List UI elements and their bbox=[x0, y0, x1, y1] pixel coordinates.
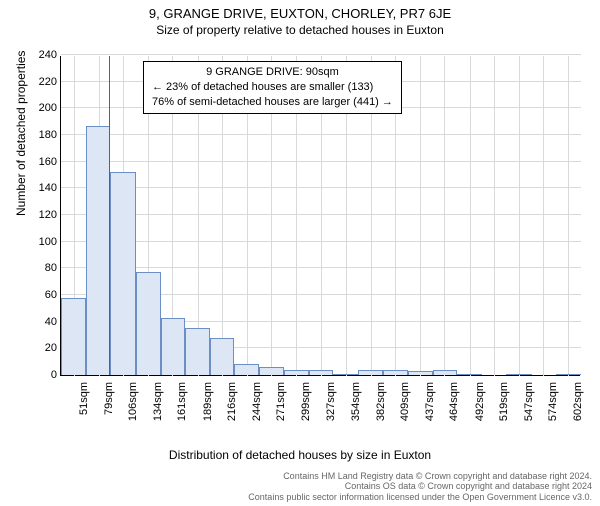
x-tick-label: 299sqm bbox=[300, 382, 312, 421]
y-tick-label: 80 bbox=[31, 262, 57, 274]
y-axis-label: Number of detached properties bbox=[14, 51, 28, 216]
info-line-3: 76% of semi-detached houses are larger (… bbox=[152, 95, 393, 110]
page-title: 9, GRANGE DRIVE, EUXTON, CHORLEY, PR7 6J… bbox=[0, 6, 600, 21]
x-tick-label: 574sqm bbox=[547, 382, 559, 421]
histogram-bar bbox=[136, 272, 161, 375]
x-axis-label: Distribution of detached houses by size … bbox=[0, 448, 600, 462]
histogram-bar bbox=[556, 374, 581, 375]
x-tick-label: 216sqm bbox=[226, 382, 238, 421]
info-line-1: 9 GRANGE DRIVE: 90sqm bbox=[152, 65, 393, 80]
x-tick-label: 271sqm bbox=[275, 382, 287, 421]
histogram-bar bbox=[86, 126, 110, 375]
info-box: 9 GRANGE DRIVE: 90sqm ← 23% of detached … bbox=[143, 61, 402, 114]
histogram-bar bbox=[506, 374, 531, 375]
y-tick-label: 180 bbox=[31, 129, 57, 141]
attribution-line-3: Contains public sector information licen… bbox=[248, 492, 592, 503]
histogram-bar bbox=[333, 374, 358, 375]
x-tick-label: 437sqm bbox=[424, 382, 436, 421]
x-tick-label: 354sqm bbox=[350, 382, 362, 421]
y-tick-label: 0 bbox=[31, 369, 57, 381]
x-tick-label: 382sqm bbox=[375, 382, 387, 421]
x-tick-label: 327sqm bbox=[325, 382, 337, 421]
x-tick-label: 189sqm bbox=[202, 382, 214, 421]
x-tick-label: 492sqm bbox=[474, 382, 486, 421]
histogram-bar bbox=[185, 328, 210, 375]
y-tick-label: 120 bbox=[31, 209, 57, 221]
histogram-bar bbox=[309, 370, 333, 375]
histogram-bar bbox=[284, 370, 309, 375]
histogram-bar bbox=[234, 364, 259, 375]
gridline-v bbox=[444, 56, 445, 376]
gridline-v bbox=[543, 56, 544, 376]
histogram-bar bbox=[110, 172, 135, 375]
y-tick-label: 220 bbox=[31, 76, 57, 88]
x-tick-label: 519sqm bbox=[498, 382, 510, 421]
histogram-bar bbox=[161, 318, 185, 375]
attribution-line-2: Contains OS data © Crown copyright and d… bbox=[248, 481, 592, 492]
x-tick-label: 106sqm bbox=[127, 382, 139, 421]
gridline-v bbox=[494, 56, 495, 376]
y-tick-label: 40 bbox=[31, 316, 57, 328]
chart-area: 02040608010012014016018020022024051sqm79… bbox=[60, 56, 580, 416]
info-line-2: ← 23% of detached houses are smaller (13… bbox=[152, 80, 393, 95]
histogram-bar bbox=[61, 298, 86, 375]
x-tick-label: 134sqm bbox=[152, 382, 164, 421]
gridline-h bbox=[61, 54, 581, 55]
histogram-bar bbox=[210, 338, 234, 375]
gridline-v bbox=[568, 56, 569, 376]
histogram-bar bbox=[383, 370, 407, 375]
x-tick-label: 161sqm bbox=[176, 382, 188, 421]
gridline-v bbox=[519, 56, 520, 376]
y-tick-label: 20 bbox=[31, 342, 57, 354]
x-tick-label: 244sqm bbox=[251, 382, 263, 421]
x-tick-label: 79sqm bbox=[103, 382, 115, 415]
y-tick-label: 200 bbox=[31, 102, 57, 114]
y-tick-label: 240 bbox=[31, 49, 57, 61]
attribution-line-1: Contains HM Land Registry data © Crown c… bbox=[248, 471, 592, 482]
plot-area: 02040608010012014016018020022024051sqm79… bbox=[60, 56, 580, 376]
gridline-v bbox=[470, 56, 471, 376]
gridline-v bbox=[420, 56, 421, 376]
page-subtitle: Size of property relative to detached ho… bbox=[0, 23, 600, 37]
x-tick-label: 51sqm bbox=[78, 382, 90, 415]
histogram-bar bbox=[259, 367, 283, 375]
histogram-bar bbox=[408, 371, 433, 375]
histogram-bar bbox=[358, 370, 383, 375]
y-tick-label: 60 bbox=[31, 289, 57, 301]
histogram-bar bbox=[433, 370, 457, 375]
y-tick-label: 100 bbox=[31, 236, 57, 248]
attribution: Contains HM Land Registry data © Crown c… bbox=[248, 471, 592, 503]
property-marker-line bbox=[109, 56, 110, 375]
y-tick-label: 140 bbox=[31, 182, 57, 194]
histogram-bar bbox=[457, 374, 482, 375]
x-tick-label: 464sqm bbox=[448, 382, 460, 421]
x-tick-label: 409sqm bbox=[399, 382, 411, 421]
y-tick-label: 160 bbox=[31, 156, 57, 168]
x-tick-label: 547sqm bbox=[523, 382, 535, 421]
x-tick-label: 602sqm bbox=[572, 382, 584, 421]
